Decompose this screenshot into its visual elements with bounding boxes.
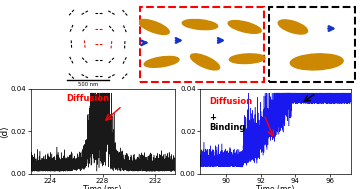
Text: Diffusion: Diffusion bbox=[209, 97, 252, 106]
Ellipse shape bbox=[190, 54, 220, 70]
Ellipse shape bbox=[20, 26, 45, 50]
FancyBboxPatch shape bbox=[140, 7, 264, 82]
Y-axis label: ⟨d⟩: ⟨d⟩ bbox=[0, 125, 9, 138]
Text: 500 nm: 500 nm bbox=[78, 82, 98, 87]
Ellipse shape bbox=[228, 21, 261, 33]
X-axis label: Time (ms): Time (ms) bbox=[84, 185, 122, 189]
Ellipse shape bbox=[290, 54, 343, 70]
Ellipse shape bbox=[229, 54, 265, 64]
Text: Diffusion: Diffusion bbox=[67, 94, 110, 103]
Ellipse shape bbox=[278, 20, 307, 34]
FancyBboxPatch shape bbox=[269, 7, 355, 82]
Text: Binding: Binding bbox=[209, 123, 245, 132]
Ellipse shape bbox=[182, 19, 217, 30]
Ellipse shape bbox=[144, 57, 179, 67]
Text: +: + bbox=[209, 113, 216, 122]
Ellipse shape bbox=[139, 19, 169, 34]
Text: 100 nm: 100 nm bbox=[10, 77, 31, 82]
X-axis label: Time (ms): Time (ms) bbox=[256, 185, 294, 189]
